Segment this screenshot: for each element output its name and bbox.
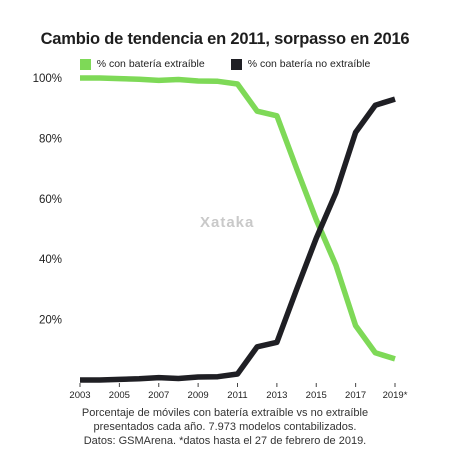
legend-item-no-extraible: % con batería no extraíble [230,58,371,70]
x-tick-label: 2007 [148,390,169,401]
series-line-extraible [80,75,396,362]
x-tick-label: 2005 [109,390,130,401]
caption-line-1: Porcentaje de móviles con batería extraí… [81,407,369,419]
caption-line-3: Datos: GSMArena. *datos hasta el 27 de f… [83,435,367,447]
legend-label-extraible: % con batería extraíble [96,58,205,70]
y-tick-label: 80% [39,133,62,145]
x-tick-label: 2011 [227,390,247,401]
x-tick-label: 2019* [383,390,408,401]
caption-line-2: presentados cada año. 7.973 modelos cont… [93,421,357,433]
legend-swatch-extraible [79,58,91,70]
y-tick-label: 60% [39,194,62,206]
legend-label-no-extraible: % con batería no extraíble [247,58,371,70]
legend: % con batería extraíble % con batería no… [0,58,450,70]
x-tick-label: 2013 [266,390,287,401]
legend-item-extraible: % con batería extraíble [79,58,205,70]
y-tick-label: 20% [39,315,62,327]
y-tick-label: 100% [33,73,62,85]
x-tick-label: 2015 [306,390,327,401]
y-tick-label: 40% [39,254,62,266]
series-line-no-extraible [80,96,396,383]
chart-title: Cambio de tendencia en 2011, sorpasso en… [40,30,410,48]
legend-swatch-no-extraible [230,58,242,70]
x-tick-label: 2009 [188,390,209,401]
x-tick-label: 2003 [69,390,90,401]
watermark-logo: Xataka [200,214,255,231]
x-tick-label: 2017 [345,390,366,401]
